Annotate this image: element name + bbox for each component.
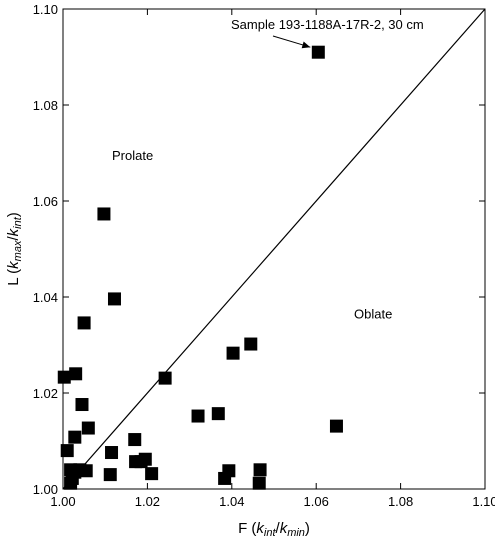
y-axis-title: L (kmax/kint) bbox=[5, 212, 24, 286]
data-point bbox=[57, 370, 71, 384]
data-point bbox=[97, 207, 111, 221]
y-tick-label: 1.04 bbox=[33, 290, 58, 305]
x-tick-label: 1.00 bbox=[50, 494, 75, 509]
x-axis-title: F (kint/kmin) bbox=[238, 520, 310, 539]
y-tick-label: 1.10 bbox=[33, 2, 58, 17]
data-point bbox=[329, 419, 343, 433]
data-point bbox=[191, 409, 205, 423]
data-point bbox=[138, 452, 152, 466]
y-tick-label: 1.06 bbox=[33, 194, 58, 209]
data-point bbox=[211, 407, 225, 421]
data-point bbox=[81, 421, 95, 435]
data-point bbox=[311, 45, 325, 59]
region-label-prolate: Prolate bbox=[112, 148, 153, 163]
data-point bbox=[253, 463, 267, 477]
data-point bbox=[68, 430, 82, 444]
region-label-oblate: Oblate bbox=[354, 307, 392, 322]
x-tick-label: 1.06 bbox=[304, 494, 329, 509]
y-tick-label: 1.08 bbox=[33, 98, 58, 113]
sample-annotation: Sample 193-1188A-17R-2, 30 cm bbox=[231, 17, 424, 32]
x-tick-label: 1.08 bbox=[388, 494, 413, 509]
data-point bbox=[222, 464, 236, 478]
data-point bbox=[226, 346, 240, 360]
data-point bbox=[75, 398, 89, 412]
data-point bbox=[79, 464, 93, 478]
plot-frame bbox=[62, 8, 486, 490]
annotation-arrowhead bbox=[301, 41, 311, 49]
x-tick-label: 1.10 bbox=[472, 494, 495, 509]
data-point bbox=[107, 292, 121, 306]
data-point bbox=[103, 468, 117, 482]
data-point bbox=[252, 476, 266, 490]
data-point bbox=[244, 337, 258, 351]
data-point bbox=[145, 467, 159, 481]
data-point bbox=[158, 371, 172, 385]
equality-line bbox=[62, 8, 486, 490]
y-tick-label: 1.00 bbox=[33, 482, 58, 497]
axis-ticks: 1.00 1.02 1.04 1.06 1.08 1.10 1.00 1.02 1.04 1.06… bbox=[33, 2, 495, 509]
data-point bbox=[69, 367, 83, 381]
data-point bbox=[128, 433, 142, 447]
data-point bbox=[60, 444, 74, 458]
data-point bbox=[77, 316, 91, 330]
x-tick-label: 1.02 bbox=[135, 494, 160, 509]
x-tick-label: 1.04 bbox=[219, 494, 244, 509]
y-tick-label: 1.02 bbox=[33, 386, 58, 401]
data-points bbox=[57, 45, 343, 490]
data-point bbox=[105, 446, 119, 460]
